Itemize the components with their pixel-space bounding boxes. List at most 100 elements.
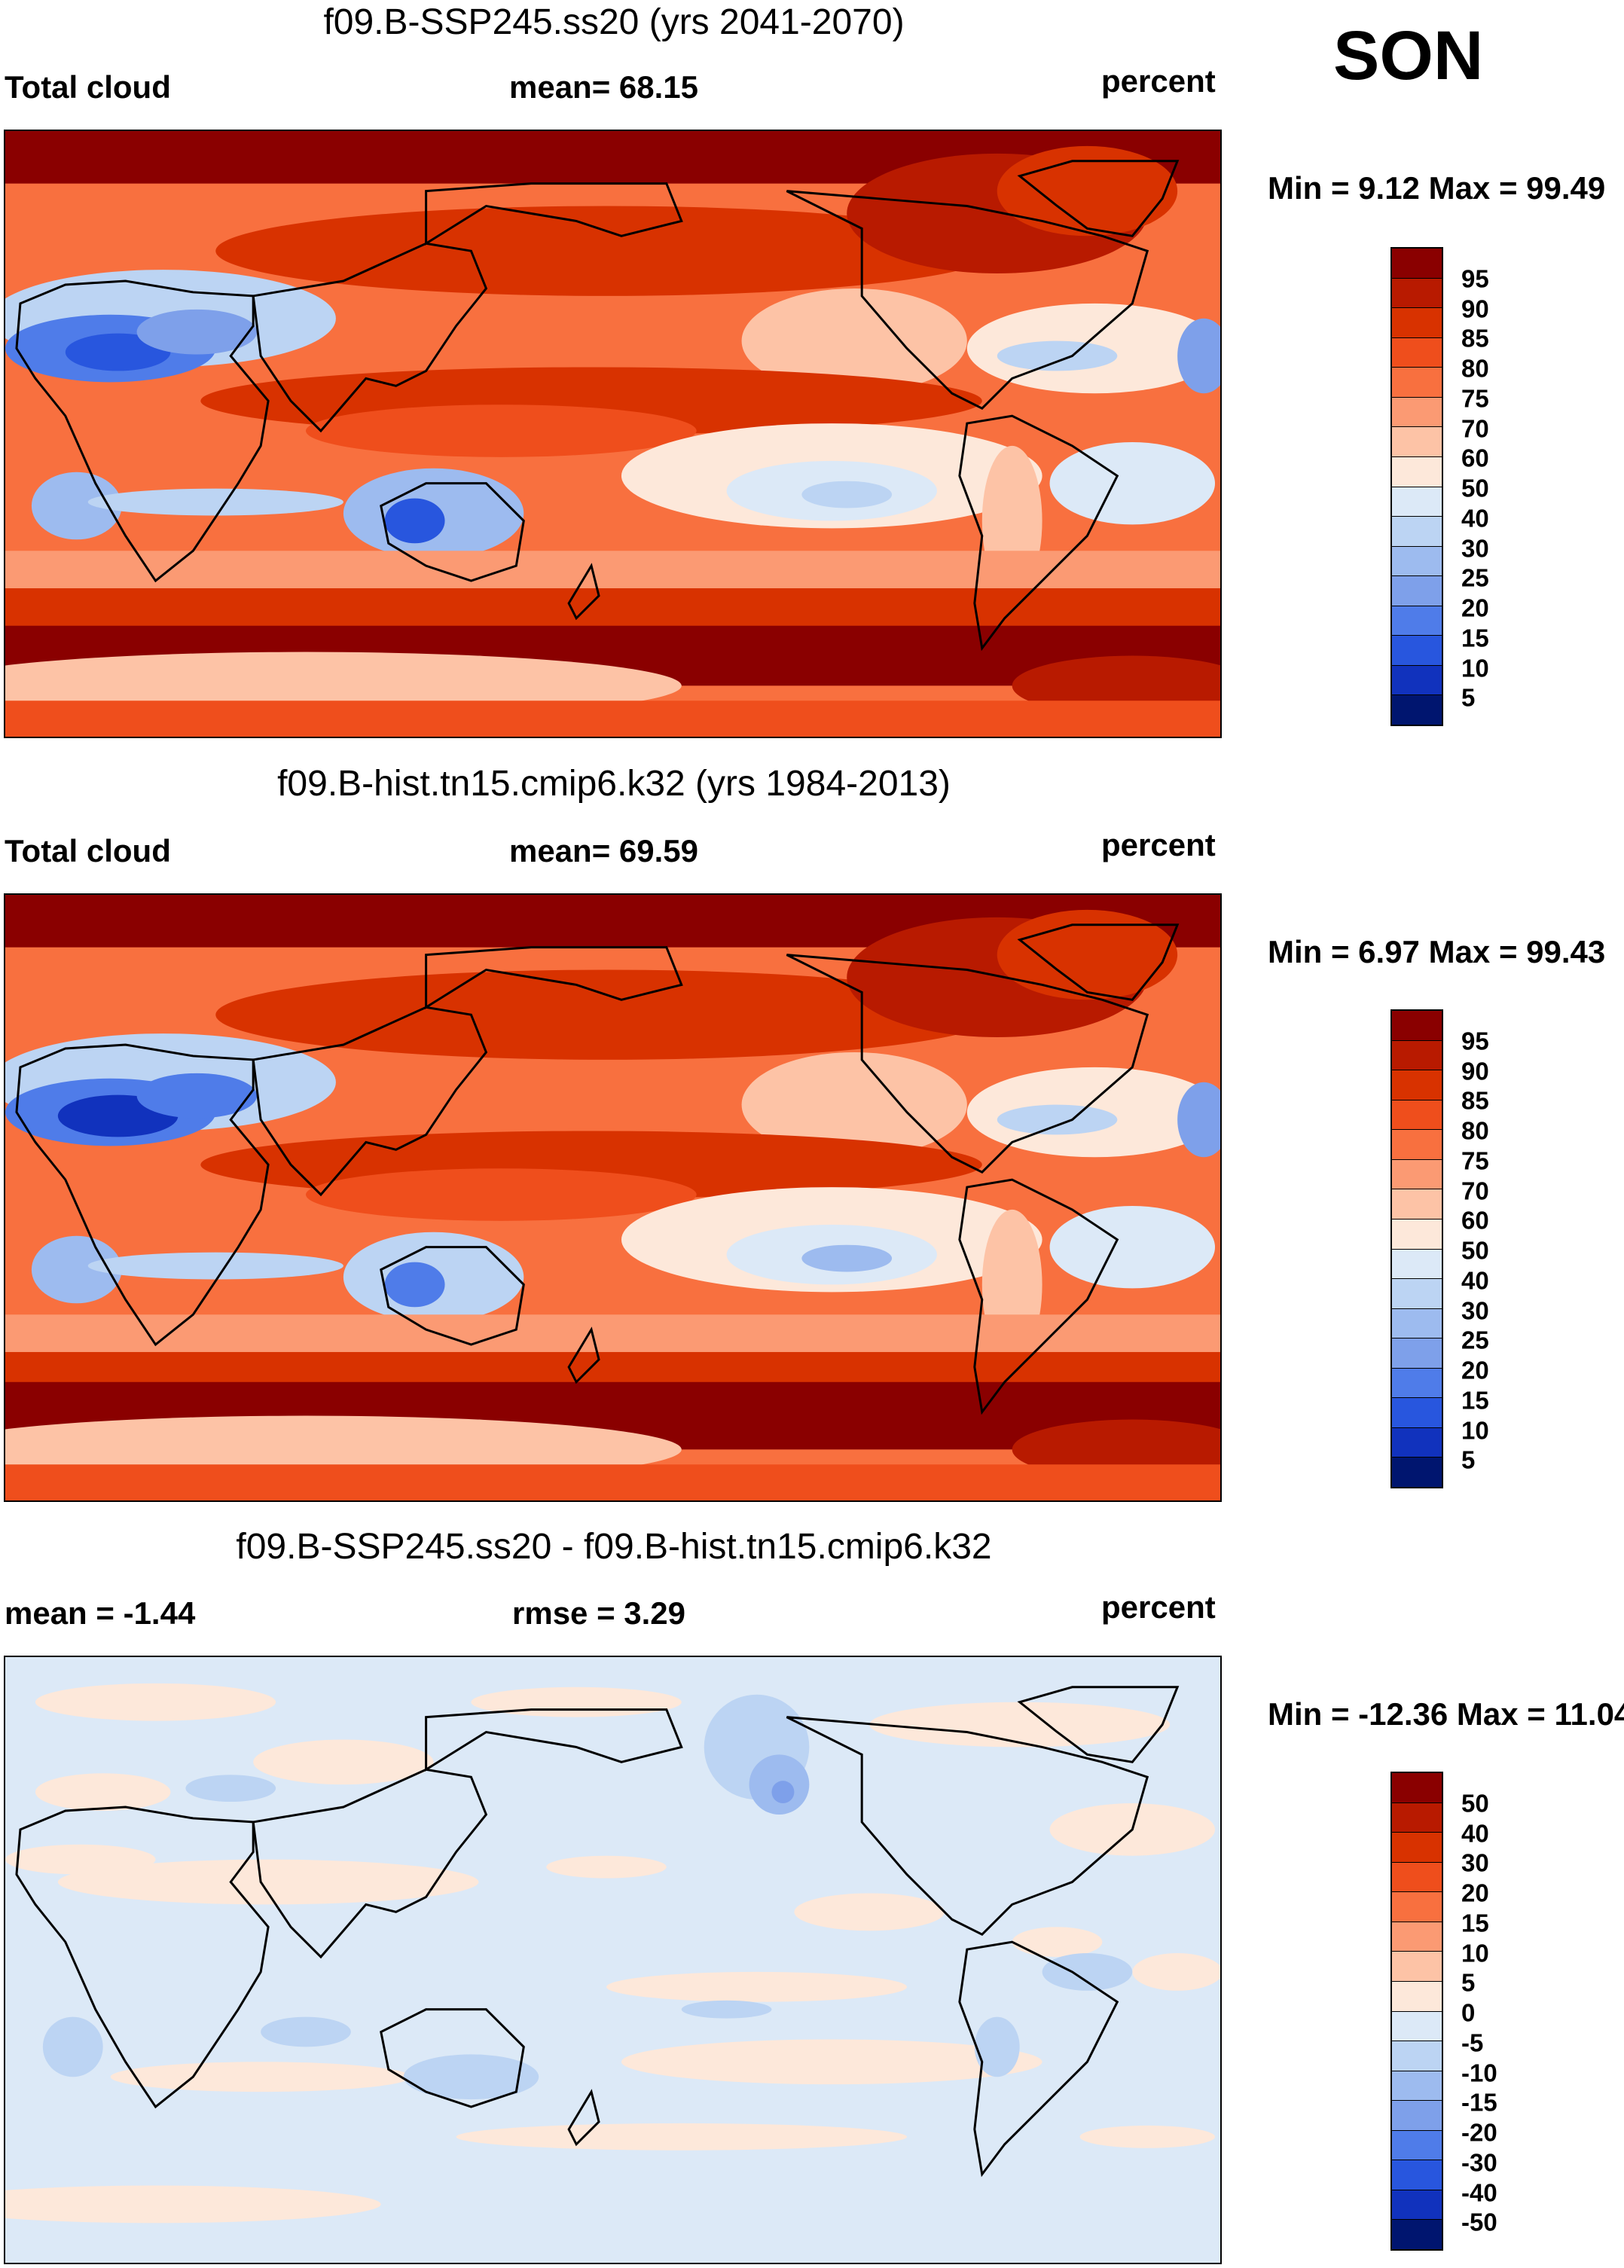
season-label: SON bbox=[1333, 17, 1484, 94]
colorbar-segment bbox=[1392, 546, 1442, 577]
colorbar-segment bbox=[1392, 1802, 1442, 1833]
colorbar-tick-label: 60 bbox=[1461, 1206, 1489, 1235]
colorbar-segment bbox=[1392, 397, 1442, 428]
panel3-rmse-label: rmse = 3.29 bbox=[512, 1595, 686, 1631]
colorbar-tick-label: 10 bbox=[1461, 1416, 1489, 1444]
colorbar-segment bbox=[1392, 1773, 1442, 1803]
colorbar-tick-label: 60 bbox=[1461, 444, 1489, 472]
colorbar-tick-label: 70 bbox=[1461, 414, 1489, 442]
panel2-minmax-label: Min = 6.97 Max = 99.43 bbox=[1268, 934, 1606, 969]
colorbar-tick-label: 40 bbox=[1461, 504, 1489, 533]
colorbar-tick-label: -20 bbox=[1461, 2118, 1497, 2147]
panel1-variable-label: Total cloud bbox=[5, 69, 171, 105]
colorbar-tick-label: -30 bbox=[1461, 2148, 1497, 2177]
panel2-units-label: percent bbox=[1101, 827, 1216, 862]
colorbar-tick-label: 70 bbox=[1461, 1177, 1489, 1204]
panel2-map-svg bbox=[5, 895, 1220, 1500]
colorbar-segment bbox=[1392, 1833, 1442, 1863]
colorbar-tick-label: 95 bbox=[1461, 264, 1489, 293]
colorbar-segment bbox=[1392, 1011, 1442, 1041]
colorbar-segment bbox=[1392, 2190, 1442, 2221]
panel3-colorbar-ticks: 50 40 30 20 15 10 5 0 -5 -10 -15 -20 -30 -40 -50 bbox=[1461, 1772, 1552, 2251]
colorbar-segment bbox=[1392, 1339, 1442, 1369]
colorbar-tick-label: 15 bbox=[1461, 1909, 1489, 1937]
colorbar-tick-label: 50 bbox=[1461, 474, 1489, 502]
colorbar-tick-label: 0 bbox=[1461, 1998, 1476, 2027]
colorbar-tick-label: 80 bbox=[1461, 354, 1489, 383]
colorbar-segment bbox=[1392, 1189, 1442, 1219]
panel3-minmax-label: Min = -12.36 Max = 11.04 bbox=[1268, 1696, 1624, 1732]
colorbar-segment bbox=[1392, 1922, 1442, 1952]
panel1-units-label: percent bbox=[1101, 63, 1216, 99]
panel2-colorbar-ticks: 95 90 85 80 75 70 60 50 40 30 25 20 15 10 5 bbox=[1461, 1009, 1552, 1488]
colorbar-tick-label: 75 bbox=[1461, 1146, 1489, 1175]
colorbar-tick-label: -5 bbox=[1461, 2028, 1484, 2057]
colorbar-segment bbox=[1392, 636, 1442, 666]
colorbar-tick-label: 50 bbox=[1461, 1789, 1489, 1818]
colorbar-segment bbox=[1392, 1981, 1442, 2012]
colorbar-tick-label: 20 bbox=[1461, 1879, 1489, 1907]
colorbar-segment bbox=[1392, 1159, 1442, 1190]
colorbar-segment bbox=[1392, 1249, 1442, 1280]
colorbar-tick-label: 50 bbox=[1461, 1236, 1489, 1265]
colorbar-tick-label: 40 bbox=[1461, 1266, 1489, 1295]
colorbar-segment bbox=[1392, 1130, 1442, 1160]
colorbar-tick-label: 20 bbox=[1461, 1356, 1489, 1384]
colorbar-segment bbox=[1392, 1040, 1442, 1071]
panel2-variable-label: Total cloud bbox=[5, 833, 171, 868]
colorbar-segment bbox=[1392, 2160, 1442, 2190]
colorbar-tick-label: 30 bbox=[1461, 534, 1489, 562]
colorbar-segment bbox=[1392, 427, 1442, 457]
panel1-colorbar-ticks: 95 90 85 80 75 70 60 50 40 30 25 20 15 10 5 bbox=[1461, 247, 1552, 726]
panel3-title: f09.B-SSP245.ss20 - f09.B-hist.tn15.cmip… bbox=[236, 1527, 992, 1567]
panel2-map bbox=[4, 893, 1222, 1502]
colorbar-segment bbox=[1392, 2220, 1442, 2249]
colorbar-segment bbox=[1392, 1308, 1442, 1339]
colorbar-tick-label: 5 bbox=[1461, 1968, 1476, 1997]
panel1-map bbox=[4, 130, 1222, 738]
colorbar-segment bbox=[1392, 1100, 1442, 1131]
colorbar-segment bbox=[1392, 487, 1442, 517]
colorbar-segment bbox=[1392, 695, 1442, 725]
colorbar-segment bbox=[1392, 2041, 1442, 2071]
colorbar-tick-label: -10 bbox=[1461, 2059, 1497, 2086]
colorbar-tick-label: 20 bbox=[1461, 594, 1489, 622]
panel3-map bbox=[4, 1656, 1222, 2264]
colorbar-segment bbox=[1392, 1368, 1442, 1399]
colorbar-tick-label: 40 bbox=[1461, 1819, 1489, 1847]
colorbar-tick-label: -40 bbox=[1461, 2178, 1497, 2206]
colorbar-tick-label: 30 bbox=[1461, 1848, 1489, 1877]
colorbar-tick-label: 85 bbox=[1461, 1086, 1489, 1115]
colorbar-segment bbox=[1392, 1862, 1442, 1893]
colorbar-tick-label: 25 bbox=[1461, 1326, 1489, 1354]
colorbar-segment bbox=[1392, 249, 1442, 279]
panel3-units-label: percent bbox=[1101, 1589, 1216, 1625]
colorbar-segment bbox=[1392, 308, 1442, 338]
panel3-mean-label: mean = -1.44 bbox=[5, 1595, 196, 1631]
colorbar-tick-label: 80 bbox=[1461, 1116, 1489, 1145]
colorbar-segment bbox=[1392, 456, 1442, 487]
colorbar-segment bbox=[1392, 1279, 1442, 1309]
colorbar-segment bbox=[1392, 1458, 1442, 1487]
panel2-colorbar bbox=[1390, 1009, 1443, 1488]
colorbar-tick-label: 10 bbox=[1461, 654, 1489, 682]
panel2-mean-label: mean= 69.59 bbox=[509, 833, 699, 868]
colorbar-segment bbox=[1392, 517, 1442, 547]
colorbar-tick-label: 90 bbox=[1461, 295, 1489, 322]
colorbar-segment bbox=[1392, 2071, 1442, 2102]
colorbar-segment bbox=[1392, 1952, 1442, 1982]
panel3-colorbar bbox=[1390, 1772, 1443, 2251]
colorbar-segment bbox=[1392, 1427, 1442, 1458]
colorbar-tick-label: 90 bbox=[1461, 1057, 1489, 1085]
colorbar-tick-label: 30 bbox=[1461, 1296, 1489, 1324]
colorbar-tick-label: 5 bbox=[1461, 1445, 1476, 1474]
colorbar-segment bbox=[1392, 2011, 1442, 2042]
panel2-title: f09.B-hist.tn15.cmip6.k32 (yrs 1984-2013… bbox=[277, 764, 951, 804]
colorbar-tick-label: 95 bbox=[1461, 1027, 1489, 1055]
colorbar-tick-label: -15 bbox=[1461, 2088, 1497, 2117]
colorbar-segment bbox=[1392, 278, 1442, 309]
colorbar-tick-label: 5 bbox=[1461, 683, 1476, 712]
colorbar-tick-label: 85 bbox=[1461, 324, 1489, 353]
colorbar-segment bbox=[1392, 1398, 1442, 1428]
colorbar-tick-label: -50 bbox=[1461, 2208, 1497, 2236]
